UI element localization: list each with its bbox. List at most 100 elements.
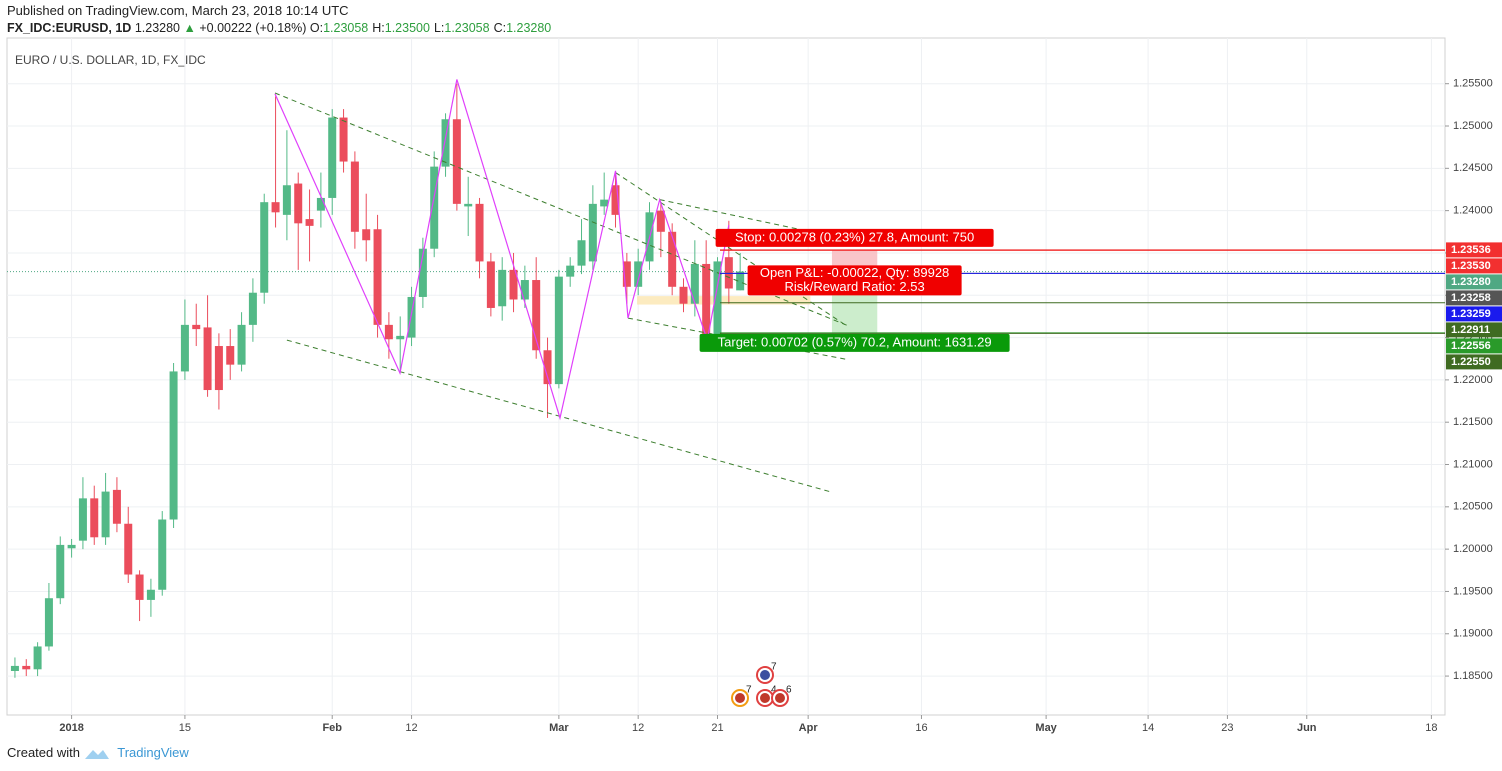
candle-body xyxy=(350,161,359,232)
symbol: FX_IDC:EURUSD, 1D xyxy=(7,21,132,35)
y-tick-label: 1.21500 xyxy=(1453,416,1493,428)
ohlc-key: H: xyxy=(372,21,385,35)
candle-body xyxy=(10,665,19,671)
candle-body xyxy=(486,261,495,308)
candle-body xyxy=(226,346,235,365)
ohlc-value: 1.23058 xyxy=(323,21,369,35)
candle-body xyxy=(600,199,609,207)
change: +0.00222 (+0.18%) xyxy=(199,21,307,35)
arrow: ▲ xyxy=(183,21,196,35)
candle-body xyxy=(248,292,257,325)
footer: Created with TradingView xyxy=(7,745,189,761)
candle-body xyxy=(124,523,133,575)
price-badge xyxy=(1446,258,1502,274)
stop-label: Stop: 0.00278 (0.23%) 27.8, Amount: 750 xyxy=(735,229,974,244)
x-tick-label: 23 xyxy=(1221,722,1233,734)
y-tick-label: 1.18500 xyxy=(1453,670,1493,682)
price-badge xyxy=(1446,290,1502,306)
price-badge-label: 1.23536 xyxy=(1451,244,1491,256)
candle-body xyxy=(282,185,291,215)
candle-body xyxy=(452,119,461,204)
candle-body xyxy=(724,257,733,289)
x-tick-label: Mar xyxy=(549,722,569,734)
chart-title: EURO / U.S. DOLLAR, 1D, FX_IDC xyxy=(15,53,206,67)
plot-frame xyxy=(6,37,1446,716)
candle-body xyxy=(668,231,677,287)
ohlc-value: 1.23058 xyxy=(444,21,490,35)
price-badge-label: 1.23530 xyxy=(1451,260,1491,272)
ohlc: O:1.23058 H:1.23500 L:1.23058 C:1.23280 xyxy=(310,21,555,35)
candle-body xyxy=(498,269,507,307)
x-tick-label: 16 xyxy=(915,722,927,734)
price-badge-label: 1.23259 xyxy=(1451,308,1491,320)
candle-body xyxy=(328,117,337,198)
candle-body xyxy=(56,544,65,599)
stop-label-box xyxy=(715,228,994,247)
created-with: Created with xyxy=(7,745,80,760)
event-count: 7 xyxy=(771,662,777,673)
ohlc-key: L: xyxy=(433,21,445,35)
candle-body xyxy=(430,166,439,249)
ohlc-value: 1.23280 xyxy=(506,21,552,35)
price-badge xyxy=(1446,274,1502,290)
candle-body xyxy=(90,498,99,538)
candle-body xyxy=(158,519,167,590)
candle-body xyxy=(169,371,178,520)
event-count: 7 xyxy=(746,685,752,696)
price-badge-label: 1.23258 xyxy=(1451,292,1491,304)
candle-body xyxy=(294,183,303,224)
target-label: Target: 0.00702 (0.57%) 70.2, Amount: 16… xyxy=(718,334,992,349)
candle-body xyxy=(271,202,280,213)
target-label-box xyxy=(699,333,1010,352)
candle-body xyxy=(396,335,405,340)
x-tick-label: 15 xyxy=(179,722,191,734)
y-tick-label: 1.19500 xyxy=(1453,585,1493,597)
y-tick-label: 1.21000 xyxy=(1453,458,1493,470)
price-badge xyxy=(1446,242,1502,258)
x-tick-label: Feb xyxy=(322,722,342,734)
candle-body xyxy=(237,324,246,365)
highlight xyxy=(637,296,811,305)
candle-body xyxy=(44,598,53,647)
symbol-line: FX_IDC:EURUSD, 1D 1.23280 ▲ +0.00222 (+0… xyxy=(7,21,555,35)
event-flag xyxy=(775,693,785,703)
candle-body xyxy=(577,240,586,266)
ohlc-key: O: xyxy=(309,21,324,35)
price-badge-label: 1.22550 xyxy=(1451,356,1491,368)
candle-body xyxy=(384,324,393,340)
y-tick-label: 1.25000 xyxy=(1453,120,1493,132)
chart: EURO / U.S. DOLLAR, 1D, FX_IDC 1.18500 1.… xyxy=(6,37,1502,734)
y-tick-label: 1.24500 xyxy=(1453,162,1493,174)
ohlc-value: 1.23500 xyxy=(384,21,430,35)
candle-body xyxy=(702,263,711,338)
price-badge xyxy=(1446,306,1502,322)
candle-body xyxy=(146,589,155,600)
candle-body xyxy=(260,202,269,293)
candle-body xyxy=(441,119,450,167)
ohlc-key: C: xyxy=(493,21,507,35)
event-count: 6 xyxy=(786,685,792,696)
candle-body xyxy=(713,261,722,338)
candle-body xyxy=(588,203,597,262)
published-line: Published on TradingView.com, March 23, … xyxy=(7,3,349,18)
candle-body xyxy=(656,210,665,232)
candle-body xyxy=(679,286,688,304)
pattern xyxy=(274,79,730,421)
y-tick-label: 1.20500 xyxy=(1453,501,1493,513)
pnl-label: Open P&L: -0.00022, Qty: 89928 xyxy=(760,265,949,280)
price-badge xyxy=(1446,338,1502,354)
x-tick-label: 18 xyxy=(1425,722,1437,734)
candle-body xyxy=(373,229,382,325)
price-badge xyxy=(1446,354,1502,370)
y-tick-label: 1.25500 xyxy=(1453,78,1493,90)
event-flag xyxy=(760,670,770,680)
candle-body xyxy=(305,219,314,226)
candle-body xyxy=(407,296,416,338)
x-tick-label: Jun xyxy=(1297,722,1317,734)
x-tick-label: Apr xyxy=(799,722,819,734)
x-tick-label: 14 xyxy=(1142,722,1154,734)
pnl-box xyxy=(747,265,962,296)
event-flag xyxy=(760,693,770,703)
event-flag xyxy=(735,693,745,703)
